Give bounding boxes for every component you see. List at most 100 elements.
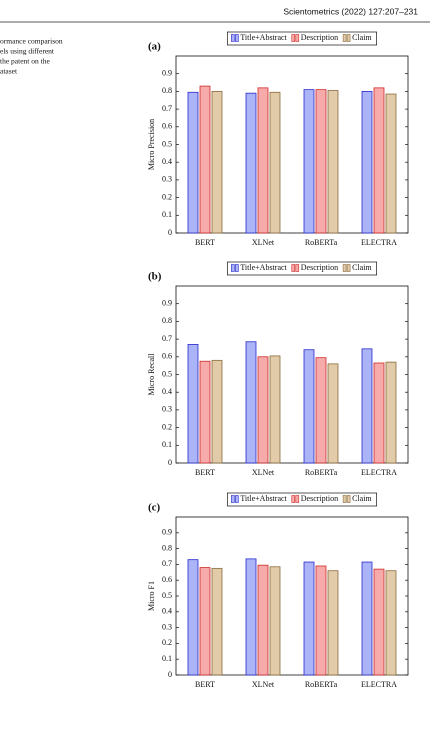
bar [257, 564, 269, 676]
bar [199, 85, 211, 234]
legend-swatch [346, 495, 351, 503]
bar [303, 89, 315, 234]
y-tick-label: 0.2 [162, 638, 172, 647]
bar [257, 87, 269, 234]
x-tick-label: XLNet [252, 238, 275, 247]
x-tick-label: RoBERTa [305, 468, 338, 477]
bar [199, 567, 211, 676]
bar [257, 356, 269, 464]
caption-line: ormance comparison [0, 37, 63, 46]
y-tick-label: 0.7 [162, 104, 172, 113]
legend-label: Title+Abstract [240, 494, 287, 503]
legend-label: Description [301, 33, 338, 42]
legend-swatch [342, 34, 347, 42]
legend-swatch [295, 495, 300, 503]
caption-line: the patent on the [0, 57, 50, 66]
bar [315, 89, 327, 234]
bar [315, 357, 327, 464]
bar [361, 91, 373, 234]
y-tick-label: 0.4 [162, 607, 172, 616]
y-axis-title: Micro Precision [147, 119, 156, 170]
bar [269, 355, 281, 464]
caption-line: els using different [0, 47, 55, 56]
legend-box [226, 492, 378, 507]
bar [373, 87, 385, 234]
legend-swatch [235, 495, 239, 503]
y-tick-label: 0.1 [162, 440, 172, 449]
bar [327, 90, 339, 234]
y-tick-label: 0.5 [162, 591, 172, 600]
bar [211, 91, 223, 234]
y-tick-label: 0.9 [162, 69, 172, 78]
plot-frame [175, 285, 409, 464]
legend-swatch [295, 34, 300, 42]
bar [385, 570, 397, 676]
bar [327, 570, 339, 676]
bar [245, 341, 257, 464]
legend-swatch [342, 495, 347, 503]
bar [303, 349, 315, 464]
y-tick-label: 0.4 [162, 387, 172, 396]
bar [187, 344, 199, 464]
y-tick-label: 0 [168, 670, 172, 679]
y-tick-label: 0.3 [162, 405, 172, 414]
y-tick-label: 0.2 [162, 192, 172, 201]
y-tick-label: 0.6 [162, 352, 172, 361]
bar [303, 561, 315, 676]
y-axis-title: Micro Recall [147, 353, 156, 396]
x-tick-label: XLNet [252, 680, 275, 689]
bar [187, 91, 199, 234]
legend-swatch [291, 264, 296, 272]
legend-swatch [235, 264, 239, 272]
x-tick-label: ELECTRA [361, 238, 397, 247]
legend-box [226, 261, 378, 276]
bar [361, 561, 373, 676]
y-tick-label: 0.8 [162, 543, 172, 552]
y-axis-title: Micro F1 [147, 581, 156, 611]
bar [211, 359, 223, 464]
legend-label: Claim [352, 263, 372, 272]
legend-swatch [346, 264, 351, 272]
legend-label: Title+Abstract [240, 33, 287, 42]
caption-line: ataset [0, 67, 18, 76]
bar [269, 566, 281, 676]
y-tick-label: 0.5 [162, 139, 172, 148]
legend-label: Description [301, 263, 338, 272]
legend-swatch [291, 34, 296, 42]
y-tick-label: 0.1 [162, 654, 172, 663]
y-tick-label: 0.9 [162, 528, 172, 537]
bar [187, 559, 199, 676]
bar [315, 565, 327, 676]
bar [373, 568, 385, 676]
y-tick-label: 0.6 [162, 575, 172, 584]
y-tick-label: 0.8 [162, 86, 172, 95]
bar [199, 360, 211, 464]
y-tick-label: 0.2 [162, 422, 172, 431]
running-header: Scientometrics (2022) 127:207–231 [283, 6, 418, 16]
legend-box [226, 31, 378, 46]
y-tick-label: 0.8 [162, 316, 172, 325]
bar [385, 361, 397, 464]
bar [361, 348, 373, 464]
bar [385, 93, 397, 234]
legend-swatch [231, 495, 235, 503]
y-tick-label: 0.5 [162, 369, 172, 378]
bar [211, 567, 223, 676]
y-tick-label: 0.1 [162, 210, 172, 219]
bar [373, 362, 385, 464]
x-tick-label: ELECTRA [361, 680, 397, 689]
x-tick-label: RoBERTa [305, 238, 338, 247]
legend-label: Title+Abstract [240, 263, 287, 272]
y-tick-label: 0.7 [162, 559, 172, 568]
x-tick-label: BERT [195, 680, 215, 689]
y-tick-label: 0.3 [162, 175, 172, 184]
legend-swatch [235, 34, 239, 42]
legend-swatch [291, 495, 296, 503]
panel-label: (c) [148, 502, 161, 514]
y-tick-label: 0.6 [162, 122, 172, 131]
x-tick-label: BERT [195, 238, 215, 247]
y-tick-label: 0.3 [162, 622, 172, 631]
x-tick-label: XLNet [252, 468, 275, 477]
